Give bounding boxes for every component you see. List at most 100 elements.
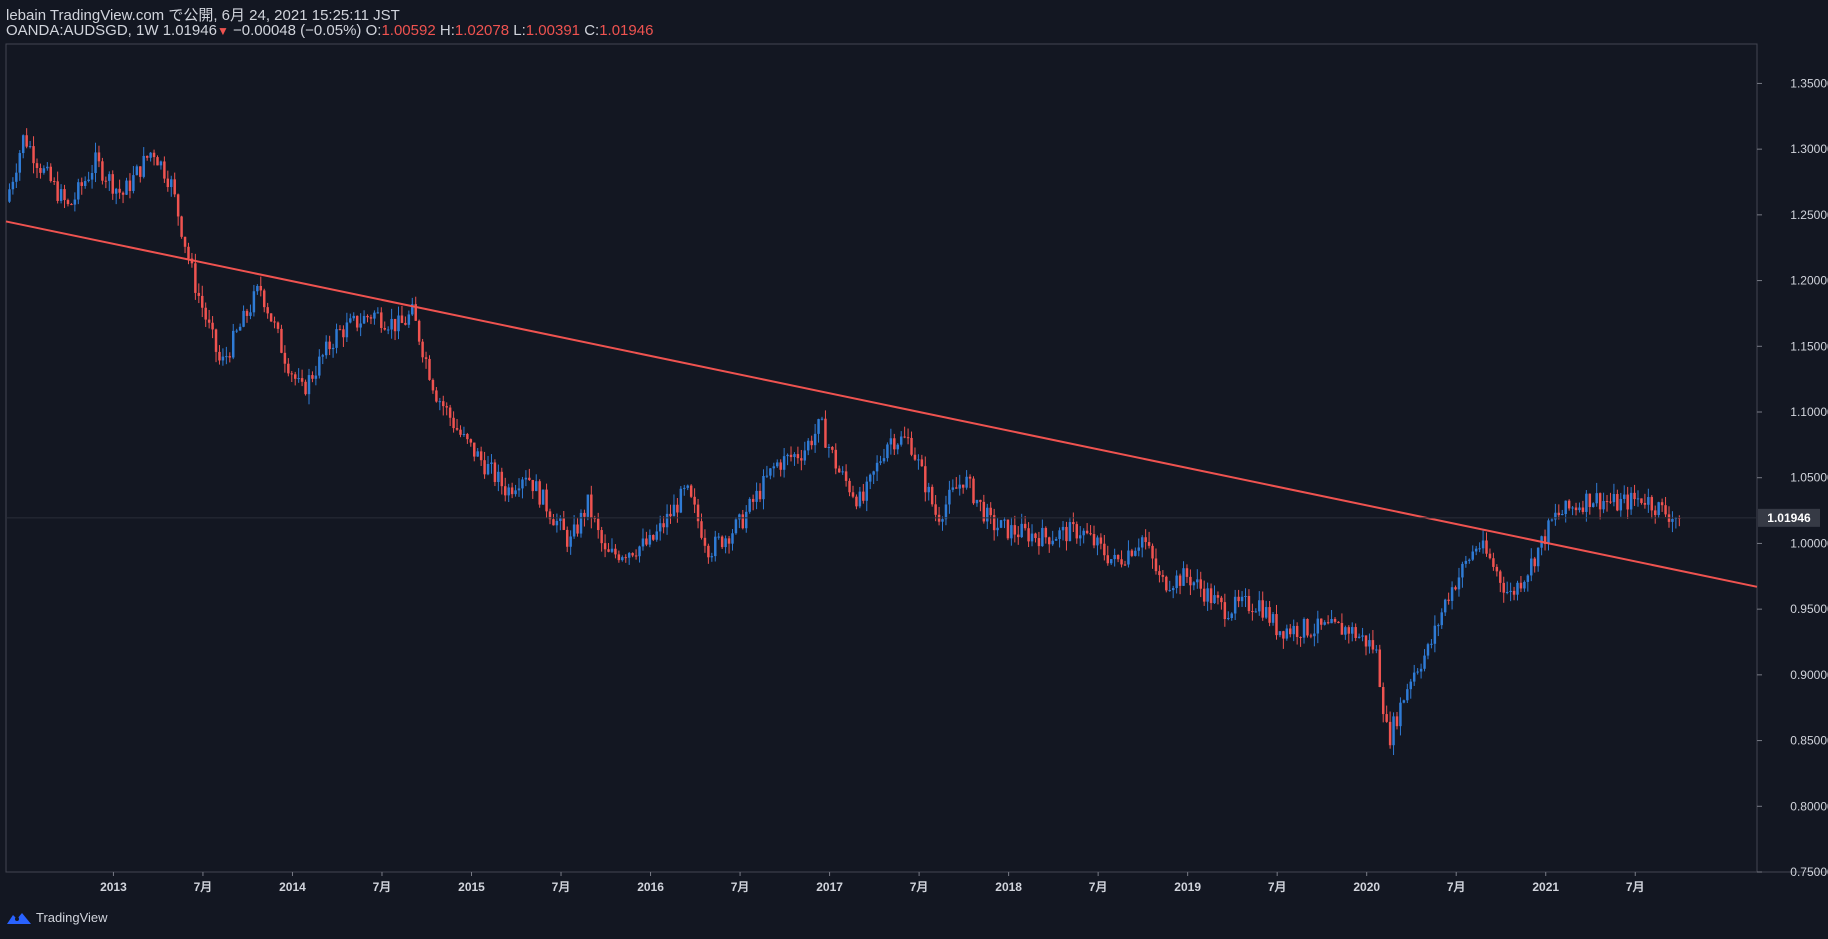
candle-body [1120,559,1123,565]
candle-body [1237,596,1240,602]
candle-body [862,491,865,501]
candle-body [1106,555,1110,564]
candle-body [293,374,297,379]
candle-body [431,379,435,391]
candle-body [1123,564,1127,566]
candle-body [1316,618,1320,634]
candle-body [531,479,535,492]
candle-body [445,406,448,408]
x-tick-label: 2013 [100,880,127,894]
candle-body [837,468,841,473]
candle-body [590,494,593,519]
candle-body [442,401,445,407]
candle-body [1602,501,1605,510]
candle-body [731,533,734,544]
candle-body [321,355,325,357]
candle-body [77,182,80,200]
candle-body [1671,518,1674,522]
symbol-name[interactable]: OANDA:AUDSGD, 1W [6,22,159,39]
candle-body [793,454,796,458]
candle-body [1295,625,1299,638]
candle-body [579,512,583,534]
candle-body [772,466,776,469]
candle-body [679,488,683,513]
candle-body [207,319,211,323]
candle-body [1213,595,1216,604]
candle-body [1616,494,1619,511]
candle-body [249,312,252,316]
candle-body [614,548,617,555]
candle-body [1220,597,1223,603]
candle-body [486,463,490,475]
candle-body [1619,498,1623,511]
candle-body [373,312,376,319]
candle-body [1082,530,1085,536]
candle-body [1178,575,1182,586]
candle-body [1048,537,1051,545]
x-tick-label: 7月 [194,880,213,894]
candle-body [63,189,66,201]
candle-body [80,182,83,186]
candle-body [1175,575,1178,589]
candle-body [1103,543,1106,556]
candle-body [194,263,197,293]
candle-body [1430,643,1433,645]
candle-body [15,172,18,182]
candle-body [1134,550,1137,556]
candle-body [87,179,90,182]
candle-body [397,315,400,332]
candle-body [834,449,838,469]
candle-body [11,181,15,190]
candle-body [1010,525,1013,539]
candle-body [218,351,221,361]
candle-body [1426,644,1430,656]
candle-body [94,152,97,174]
brand-label: TradingView [36,910,108,925]
candle-body [872,471,875,475]
candle-body [252,291,256,313]
candle-body [1650,497,1654,511]
candle-body [603,543,607,550]
candle-body [242,310,245,327]
candle-body [696,504,700,522]
candle-body [1499,571,1502,583]
candle-body [831,447,834,450]
candle-body [35,163,39,168]
candle-body [944,504,948,520]
candle-body [304,381,307,395]
down-triangle-icon: ▼ [216,24,229,38]
candle-body [1392,716,1395,746]
x-tick-label: 7月 [1626,880,1645,894]
x-tick-label: 7月 [552,880,571,894]
candle-body [910,437,913,455]
candle-body [1051,540,1054,545]
candle-body [1626,494,1629,510]
candle-body [52,181,56,183]
high-label: H: [439,22,455,39]
candle-body [345,322,349,338]
candle-body [435,390,438,402]
candle-body [290,373,294,375]
candle-body [782,456,786,470]
candle-body [745,511,748,529]
candle-body [1258,600,1261,612]
x-tick-label: 7月 [731,880,750,894]
candle-body [1375,649,1378,651]
candle-body [455,428,459,430]
candle-body [97,152,101,162]
candle-body [1251,610,1254,613]
candle-body [1571,507,1574,509]
candle-body [211,322,214,330]
candle-body [1223,602,1227,620]
candle-body [32,146,35,164]
candle-body [225,356,228,358]
candle-body [404,322,407,325]
y-tick-label: 0.75000 [1790,865,1828,879]
candle-body [645,538,648,545]
candle-body [1495,566,1499,572]
candle-body [238,326,242,331]
candle-body [1416,671,1419,673]
footer-branding[interactable]: TradingView [6,910,108,925]
candle-body [927,486,930,493]
